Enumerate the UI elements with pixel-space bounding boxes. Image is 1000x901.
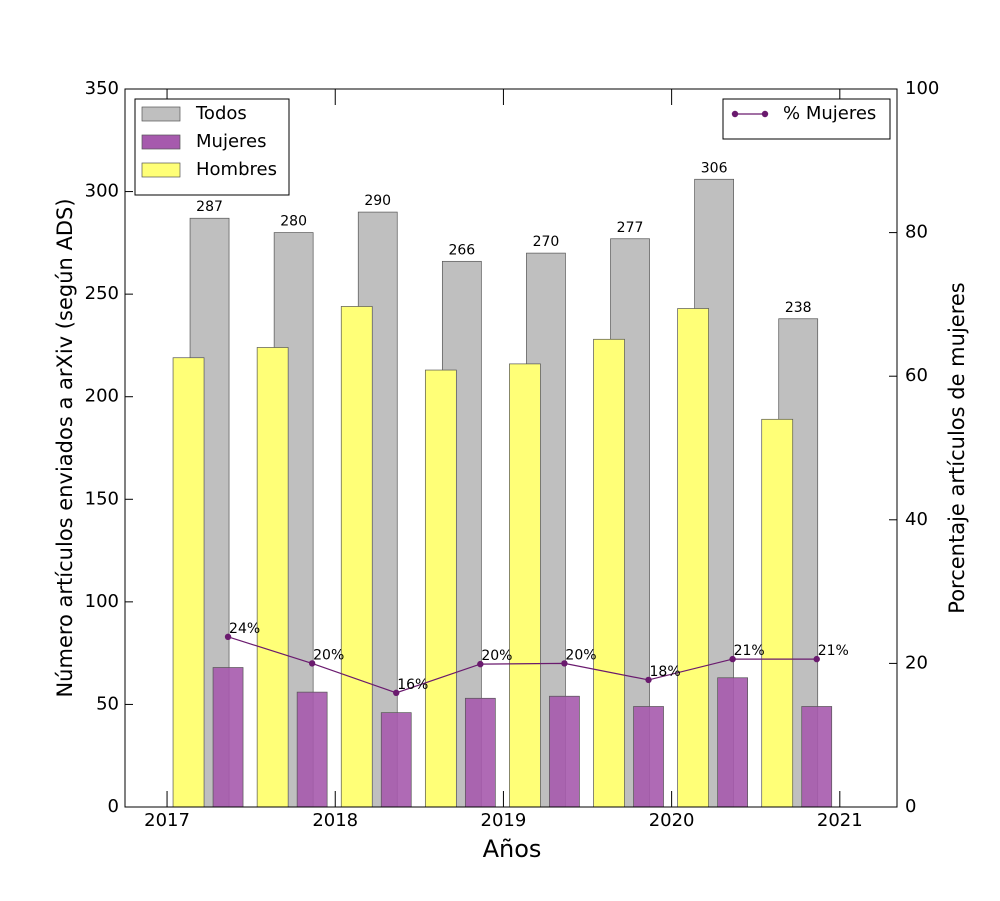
line-point bbox=[645, 676, 652, 684]
bar bbox=[549, 695, 580, 808]
y-tick-label: 200 bbox=[85, 386, 119, 407]
bar bbox=[212, 667, 244, 808]
bar bbox=[340, 306, 373, 808]
line-label: 16% bbox=[397, 677, 428, 693]
x-axis-label: Años bbox=[483, 835, 542, 863]
y-tick-label: 0 bbox=[108, 796, 119, 817]
y2-axis-label: Porcentaje artículos de mujeres bbox=[945, 282, 969, 613]
bar bbox=[677, 308, 709, 808]
legend-marker bbox=[761, 110, 769, 118]
x-tick-label: 2020 bbox=[649, 810, 695, 831]
y-tick-label: 150 bbox=[85, 488, 119, 509]
bar bbox=[761, 418, 794, 808]
legend-label: Mujeres bbox=[196, 131, 266, 152]
bar-label: 287 bbox=[196, 199, 223, 215]
bar bbox=[593, 338, 625, 808]
x-tick-label: 2021 bbox=[817, 810, 863, 831]
bar bbox=[801, 706, 833, 808]
x-tick-label: 2017 bbox=[144, 810, 190, 831]
line-label: 20% bbox=[481, 648, 512, 664]
line-point bbox=[561, 660, 568, 667]
bar bbox=[464, 697, 496, 808]
line bbox=[227, 636, 817, 694]
line-point bbox=[393, 689, 400, 697]
legend-swatch bbox=[141, 162, 181, 178]
legend-label: % Mujeres bbox=[783, 103, 876, 124]
bar-label: 270 bbox=[533, 234, 560, 250]
line-point bbox=[729, 655, 736, 663]
line-label: 21% bbox=[818, 643, 849, 659]
y2-tick-label: 40 bbox=[905, 509, 928, 530]
bar bbox=[424, 369, 457, 808]
line-label: 18% bbox=[650, 664, 681, 680]
legend-box bbox=[722, 98, 891, 140]
plot-frame bbox=[124, 88, 898, 808]
y-tick-label: 50 bbox=[96, 693, 119, 714]
legend-swatch bbox=[141, 106, 181, 122]
y-tick-label: 100 bbox=[85, 591, 119, 612]
bar bbox=[509, 363, 541, 808]
bar bbox=[296, 691, 328, 808]
y2-tick-label: 60 bbox=[905, 365, 928, 386]
legend-swatch bbox=[141, 134, 181, 150]
bar bbox=[633, 706, 664, 808]
y2-tick-label: 100 bbox=[905, 78, 939, 99]
bar-label: 290 bbox=[364, 193, 391, 209]
legend-label: Hombres bbox=[196, 159, 277, 180]
bar-label: 266 bbox=[448, 242, 475, 258]
line-point bbox=[813, 655, 820, 663]
y-tick-label: 350 bbox=[85, 78, 119, 99]
line-label: 20% bbox=[565, 647, 596, 663]
bar-label: 238 bbox=[785, 300, 812, 316]
x-tick-label: 2018 bbox=[312, 810, 358, 831]
y2-tick-label: 20 bbox=[905, 652, 928, 673]
line-point bbox=[224, 633, 232, 641]
bar bbox=[380, 712, 412, 808]
y2-tick-label: 0 bbox=[905, 796, 916, 817]
bar bbox=[717, 677, 748, 808]
y-tick-label: 300 bbox=[85, 181, 119, 202]
bar-label: 277 bbox=[617, 220, 644, 236]
bar bbox=[172, 357, 205, 808]
line-label: 24% bbox=[229, 621, 260, 637]
line-label: 20% bbox=[313, 647, 344, 663]
bar-label: 280 bbox=[280, 214, 307, 230]
y-axis-label: Número artículos enviados a arXiv (según… bbox=[53, 198, 77, 697]
legend-label: Todos bbox=[195, 103, 247, 124]
line-point bbox=[308, 660, 316, 667]
legend-marker bbox=[731, 110, 739, 118]
line-point bbox=[477, 660, 484, 668]
y2-tick-label: 80 bbox=[905, 222, 928, 243]
line-label: 21% bbox=[734, 643, 765, 659]
bar-label: 306 bbox=[701, 160, 728, 176]
bar bbox=[256, 347, 289, 808]
x-tick-label: 2019 bbox=[481, 810, 527, 831]
y-tick-label: 250 bbox=[85, 283, 119, 304]
